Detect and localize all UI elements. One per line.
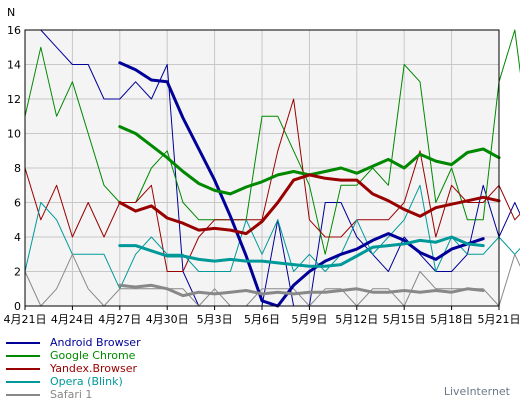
raw-line-google-chrome	[24, 29, 520, 255]
raw-line-safari-1	[24, 253, 520, 307]
legend-swatch	[6, 393, 40, 396]
x-tick-label: 5月12日	[335, 313, 378, 326]
trend-line-opera-blink	[118, 235, 485, 268]
x-tick-label: 4月24日	[51, 313, 94, 326]
smooth-series-lines	[118, 61, 501, 308]
y-tick-label: 14	[7, 59, 21, 72]
legend-swatch	[6, 367, 40, 370]
x-tick-label: 5月9日	[291, 313, 327, 326]
x-tick-label: 5月6日	[244, 313, 280, 326]
legend: Android Browser Google Chrome Yandex.Brows…	[6, 336, 141, 401]
trend-line-yandex-browser	[118, 173, 501, 236]
legend-swatch	[6, 354, 40, 357]
legend-swatch	[6, 380, 40, 383]
legend-label: Google Chrome	[50, 349, 136, 362]
legend-label: Android Browser	[50, 336, 141, 349]
legend-swatch	[6, 341, 40, 344]
trend-line-safari-1	[118, 283, 485, 298]
legend-item-google-chrome: Google Chrome	[6, 349, 141, 362]
x-tick-label: 4月21日	[4, 313, 47, 326]
x-tick-label: 5月3日	[197, 313, 233, 326]
y-tick-label: 16	[7, 24, 21, 37]
branding-label: LiveInternet	[443, 385, 510, 398]
legend-label: Safari 1	[50, 388, 93, 401]
x-tick-label: 4月30日	[146, 313, 189, 326]
legend-item-safari-1: Safari 1	[6, 388, 141, 401]
trend-line-android-browser	[118, 61, 485, 308]
y-tick-label: 0	[14, 300, 21, 313]
y-tick-label: 10	[7, 128, 21, 141]
x-tick-label: 5月21日	[478, 313, 520, 326]
x-tick-label: 4月27日	[98, 313, 141, 326]
plot-border	[24, 29, 500, 307]
legend-label: Opera (Blink)	[50, 375, 123, 388]
chart: 0 2 4 6 8 10 12 14 16 4月21日 4月24日 4月27日 4月30日 5月3日 5月…	[4, 6, 520, 326]
legend-item-android-browser: Android Browser	[6, 336, 141, 349]
y-tick-label: 2	[14, 266, 21, 279]
legend-label: Yandex.Browser	[50, 362, 138, 375]
y-tick-label: 6	[14, 197, 21, 210]
raw-line-yandex-browser	[24, 98, 520, 272]
y-tick-labels: 0 2 4 6 8 10 12 14 16	[7, 24, 21, 313]
raw-series-lines	[24, 29, 520, 307]
y-tick-label: 12	[7, 93, 21, 106]
y-axis-label: N	[7, 6, 15, 19]
legend-item-opera-blink: Opera (Blink)	[6, 375, 141, 388]
legend-item-yandex-browser: Yandex.Browser	[6, 362, 141, 375]
x-tick-label: 5月15日	[383, 313, 426, 326]
raw-line-opera-blink	[24, 184, 520, 290]
y-tick-label: 8	[14, 162, 21, 175]
x-tick-label: 5月18日	[430, 313, 473, 326]
y-tick-label: 4	[14, 231, 21, 244]
x-tick-labels: 4月21日 4月24日 4月27日 4月30日 5月3日 5月6日 5月9日 5月12日 5月1…	[4, 313, 520, 326]
